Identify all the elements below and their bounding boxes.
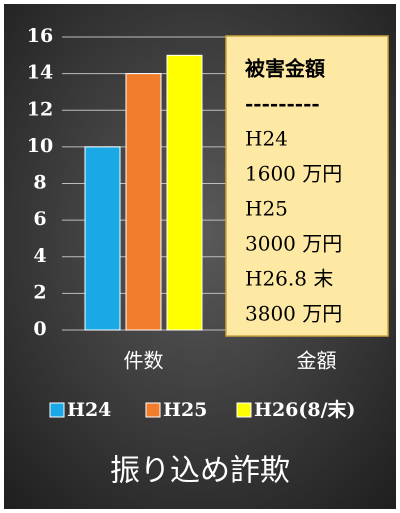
y-tick-label: 0 [33, 318, 46, 340]
annotation-line: H25 [245, 197, 288, 221]
legend-label: H24 [67, 399, 111, 421]
y-tick-label: 10 [27, 135, 53, 157]
legend-label: H25 [163, 399, 207, 421]
y-tick-label: 6 [33, 208, 46, 230]
chart-title: 振り込め詐欺 [110, 454, 290, 489]
bar [166, 54, 203, 331]
annotation-box [225, 35, 389, 337]
annotation-line: 3800 万円 [245, 302, 342, 326]
bar [125, 73, 162, 331]
legend-swatch [49, 402, 65, 418]
legend-label: H26(8/末) [254, 398, 356, 421]
bar [84, 146, 121, 331]
y-tick-label: 4 [33, 245, 46, 267]
annotation-line: H26.8 末 [245, 267, 333, 291]
y-tick-label: 2 [33, 281, 46, 303]
y-tick-label: 8 [33, 172, 46, 194]
annotation-line: 3000 万円 [245, 232, 342, 256]
y-tick-label: 16 [27, 25, 53, 47]
annotation-line: H24 [245, 127, 288, 151]
legend-swatch [236, 402, 252, 418]
annotation-line: 1600 万円 [245, 162, 342, 186]
y-tick-label: 14 [27, 62, 53, 84]
annotation-line: 被害金額 [245, 57, 325, 81]
y-tick-label: 12 [27, 98, 53, 120]
x-tick-label: 件数 [124, 349, 164, 373]
legend-swatch [145, 402, 161, 418]
x-tick-label: 金額 [297, 349, 337, 373]
annotation-line: --------- [245, 92, 320, 116]
